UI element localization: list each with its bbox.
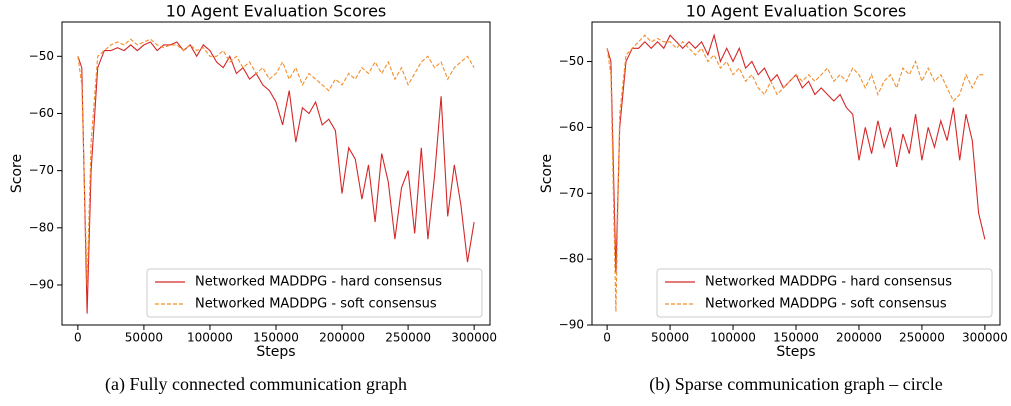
- x-tick-label: 150000: [773, 331, 819, 345]
- y-tick-label: −70: [29, 163, 54, 177]
- x-tick-label: 300000: [962, 331, 1008, 345]
- x-tick-label: 0: [603, 331, 611, 345]
- y-tick-label: −90: [559, 318, 584, 332]
- series-line: [606, 34, 985, 312]
- caption: (b) Sparse communication graph – circle: [649, 374, 942, 395]
- y-tick-label: −80: [559, 252, 584, 266]
- x-tick-label: 200000: [836, 331, 882, 345]
- chart: 10 Agent Evaluation Scores 0 50000 100000 15…: [539, 2, 1008, 396]
- y-axis-label: Score: [539, 154, 555, 193]
- axes-frame: [591, 21, 1001, 326]
- y-tick-label: −50: [29, 49, 54, 63]
- y-axis-label: Score: [9, 154, 25, 193]
- x-tick-label: 150000: [253, 331, 299, 345]
- x-axis-label: Steps: [776, 344, 815, 360]
- legend-box: [146, 268, 483, 318]
- y-tick-label: −80: [29, 220, 54, 234]
- legend-label: Networked MADDPG - soft consensus: [195, 297, 437, 312]
- x-tick-label: 0: [74, 331, 82, 345]
- plot-area: [606, 33, 986, 312]
- legend-label: Networked MADDPG - hard consensus: [195, 275, 442, 290]
- series-line: [77, 38, 475, 286]
- legend-label: Networked MADDPG - soft consensus: [705, 297, 947, 312]
- legend-label: Networked MADDPG - hard consensus: [705, 275, 952, 290]
- series-line: [77, 41, 475, 314]
- x-tick-label: 300000: [451, 331, 497, 345]
- chart: 10 Agent Evaluation Scores 0 50000 100000 15…: [9, 2, 497, 396]
- caption: (a) Fully connected communication graph: [105, 374, 407, 395]
- y-tick-label: −90: [29, 277, 54, 291]
- chart-title: 10 Agent Evaluation Scores: [686, 2, 907, 21]
- y-tick-label: −50: [559, 54, 584, 68]
- series-line: [606, 33, 986, 273]
- chart-title: 10 Agent Evaluation Scores: [166, 2, 387, 21]
- axes-frame: [61, 21, 491, 326]
- x-tick-label: 100000: [187, 331, 233, 345]
- y-tick-label: −70: [559, 186, 584, 200]
- legend-box: [656, 268, 993, 318]
- x-tick-label: 50000: [125, 331, 163, 345]
- x-axis-label: Steps: [256, 344, 295, 360]
- x-tick-label: 250000: [899, 331, 945, 345]
- y-tick-label: −60: [29, 106, 54, 120]
- plot-area: [77, 38, 475, 314]
- x-tick-label: 250000: [385, 331, 431, 345]
- x-tick-label: 200000: [319, 331, 365, 345]
- x-tick-label: 50000: [651, 331, 689, 345]
- y-tick-label: −60: [559, 120, 584, 134]
- x-tick-label: 100000: [710, 331, 756, 345]
